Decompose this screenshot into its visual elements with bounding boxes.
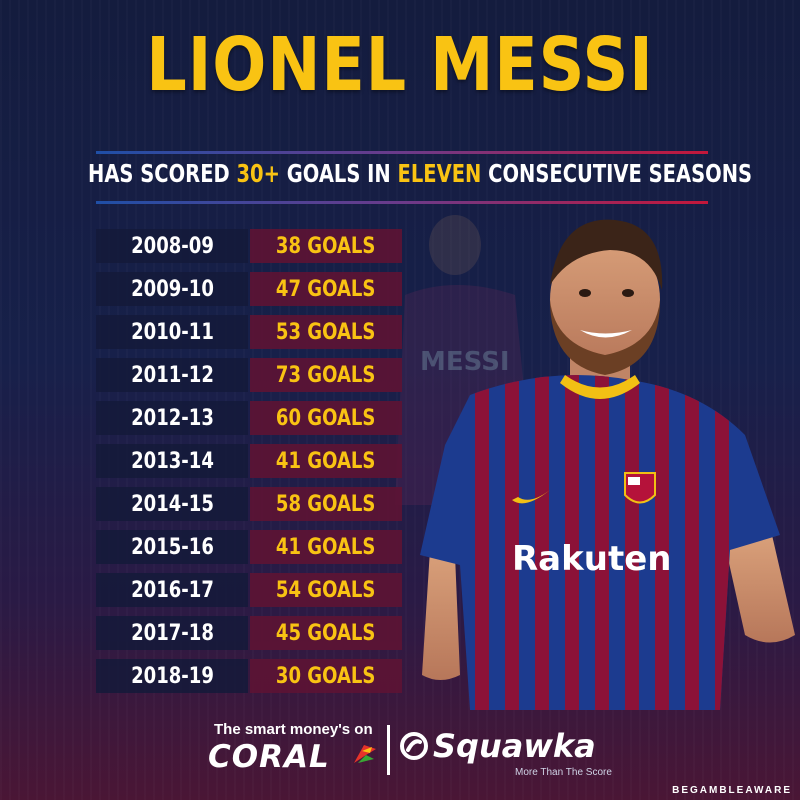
- ghost-shirt-name: MESSI: [420, 347, 510, 377]
- goals-label: 47 GOALS: [276, 276, 376, 302]
- goals-label: 45 GOALS: [276, 620, 376, 646]
- squawka-tagline: More Than The Score: [515, 767, 612, 778]
- goals-cell: 58 GOALS: [250, 487, 402, 521]
- goals-label: 30 GOALS: [276, 663, 376, 689]
- season-cell: 2017-18: [96, 616, 248, 650]
- season-label: 2009-10: [130, 276, 214, 302]
- table-row: 2010-11 53 GOALS: [96, 315, 402, 349]
- goals-label: 53 GOALS: [276, 319, 376, 345]
- shirt-sponsor: Rakuten: [512, 539, 671, 579]
- goals-label: 41 GOALS: [276, 534, 376, 560]
- goals-label: 41 GOALS: [276, 448, 376, 474]
- table-row: 2018-19 30 GOALS: [96, 659, 402, 693]
- subtitle: HAS SCORED 30+ GOALS IN ELEVEN CONSECUTI…: [88, 159, 752, 188]
- goals-label: 73 GOALS: [276, 362, 376, 388]
- goals-cell: 38 GOALS: [250, 229, 402, 263]
- coral-flag-icon: [354, 745, 376, 763]
- subtitle-pre: HAS SCORED: [88, 159, 237, 188]
- table-row: 2014-15 58 GOALS: [96, 487, 402, 521]
- season-label: 2017-18: [130, 620, 214, 646]
- footer-divider: [387, 725, 390, 775]
- subtitle-highlight: ELEVEN: [397, 159, 482, 188]
- season-cell: 2008-09: [96, 229, 248, 263]
- season-label: 2014-15: [130, 491, 214, 517]
- season-cell: 2018-19: [96, 659, 248, 693]
- squawka-logo[interactable]: Squawka: [433, 727, 596, 765]
- table-row: 2016-17 54 GOALS: [96, 573, 402, 607]
- season-label: 2016-17: [130, 577, 214, 603]
- season-cell: 2014-15: [96, 487, 248, 521]
- goals-cell: 53 GOALS: [250, 315, 402, 349]
- season-label: 2010-11: [130, 319, 214, 345]
- club-crest-icon: [624, 472, 656, 504]
- table-row: 2017-18 45 GOALS: [96, 616, 402, 650]
- coral-tagline: The smart money's on: [214, 721, 373, 738]
- goals-cell: 73 GOALS: [250, 358, 402, 392]
- season-cell: 2012-13: [96, 401, 248, 435]
- footer: The smart money's on CORAL Squawka More …: [0, 715, 800, 800]
- coral-logo[interactable]: CORAL: [208, 739, 330, 775]
- table-row: 2015-16 41 GOALS: [96, 530, 402, 564]
- season-cell: 2009-10: [96, 272, 248, 306]
- season-label: 2013-14: [130, 448, 214, 474]
- player-image: Rakuten: [420, 219, 795, 710]
- table-row: 2008-09 38 GOALS: [96, 229, 402, 263]
- goals-table: 2008-09 38 GOALS 2009-10 47 GOALS 2010-1…: [96, 229, 402, 702]
- goals-cell: 30 GOALS: [250, 659, 402, 693]
- goals-cell: 45 GOALS: [250, 616, 402, 650]
- table-row: 2009-10 47 GOALS: [96, 272, 402, 306]
- season-cell: 2016-17: [96, 573, 248, 607]
- season-cell: 2011-12: [96, 358, 248, 392]
- season-cell: 2013-14: [96, 444, 248, 478]
- goals-cell: 47 GOALS: [250, 272, 402, 306]
- divider-bottom: [96, 201, 708, 204]
- goals-cell: 54 GOALS: [250, 573, 402, 607]
- table-row: 2012-13 60 GOALS: [96, 401, 402, 435]
- page-title: LIONEL MESSI: [146, 22, 654, 108]
- begambleaware-logo[interactable]: BEGAMBLEAWARE: [672, 785, 792, 796]
- table-row: 2011-12 73 GOALS: [96, 358, 402, 392]
- subtitle-mid: GOALS IN: [279, 159, 398, 188]
- squawka-logo-icon: [400, 732, 428, 760]
- season-label: 2015-16: [130, 534, 214, 560]
- divider-top: [96, 151, 708, 154]
- season-label: 2018-19: [130, 663, 214, 689]
- goals-label: 38 GOALS: [276, 233, 376, 259]
- season-cell: 2010-11: [96, 315, 248, 349]
- season-cell: 2015-16: [96, 530, 248, 564]
- table-row: 2013-14 41 GOALS: [96, 444, 402, 478]
- subtitle-number: 30+: [236, 159, 280, 188]
- goals-cell: 60 GOALS: [250, 401, 402, 435]
- goals-cell: 41 GOALS: [250, 444, 402, 478]
- season-label: 2011-12: [130, 362, 214, 388]
- season-label: 2008-09: [130, 233, 214, 259]
- swoosh-icon: [512, 490, 550, 504]
- goals-label: 58 GOALS: [276, 491, 376, 517]
- subtitle-post: CONSECUTIVE SEASONS: [481, 159, 753, 188]
- goals-cell: 41 GOALS: [250, 530, 402, 564]
- goals-label: 54 GOALS: [276, 577, 376, 603]
- season-label: 2012-13: [130, 405, 214, 431]
- goals-label: 60 GOALS: [276, 405, 376, 431]
